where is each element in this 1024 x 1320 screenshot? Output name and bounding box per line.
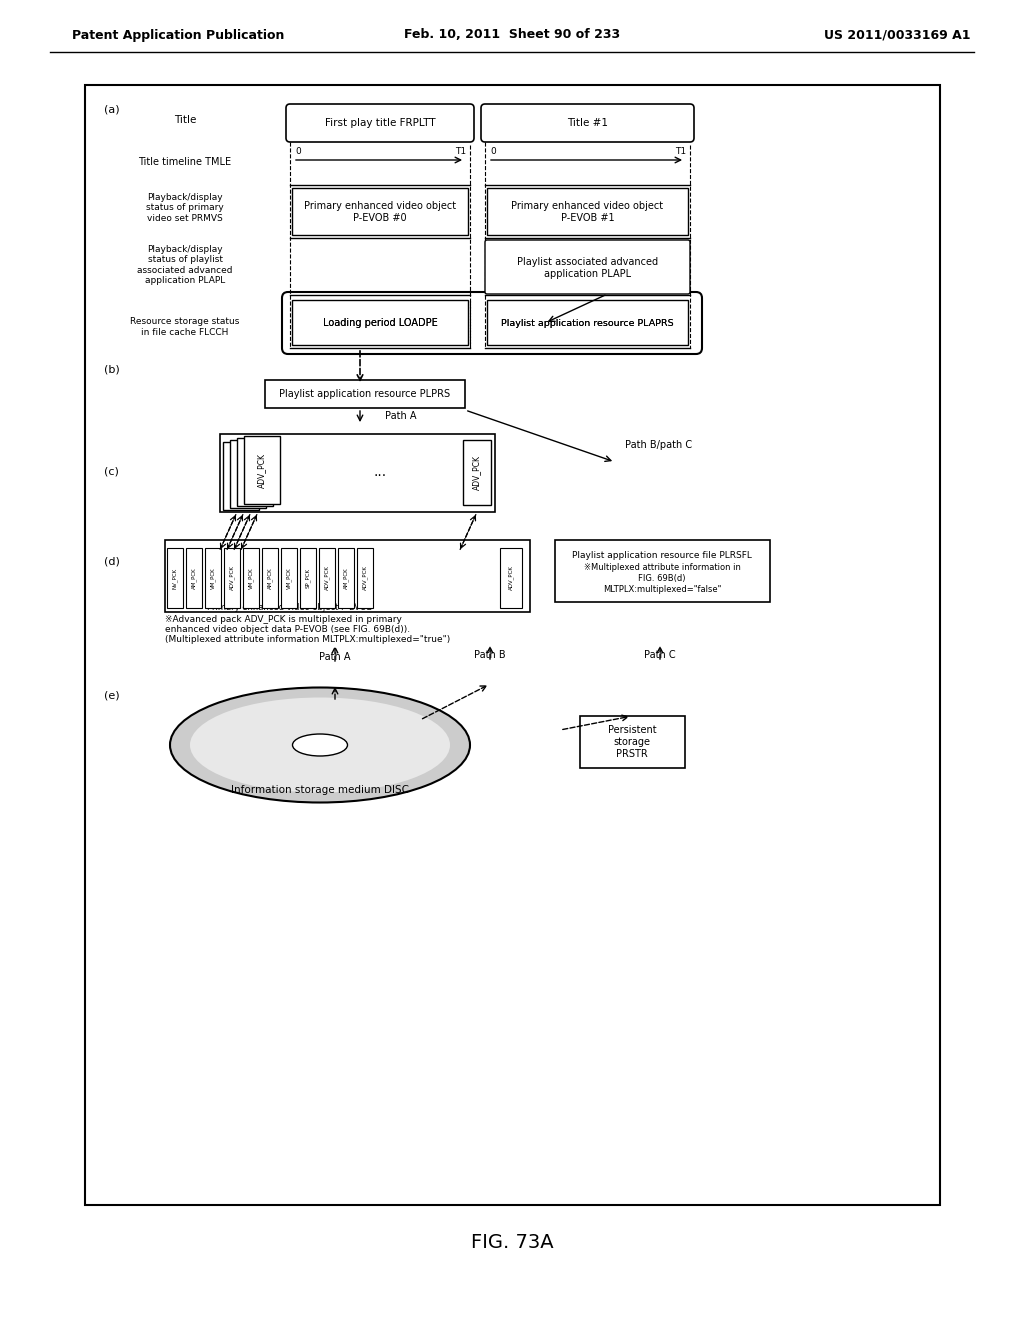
Bar xyxy=(338,548,354,609)
Bar xyxy=(500,548,522,609)
Text: Playlist application resource file PLRSFL: Playlist application resource file PLRSF… xyxy=(572,550,752,560)
Text: VM_PCK: VM_PCK xyxy=(210,568,216,589)
Text: Loading period LOADPE: Loading period LOADPE xyxy=(323,318,437,327)
Text: Path B/path C: Path B/path C xyxy=(625,440,692,450)
Bar xyxy=(292,187,468,235)
Text: ADV_PCK: ADV_PCK xyxy=(229,565,234,590)
Text: FIG. 69B(d): FIG. 69B(d) xyxy=(638,574,686,583)
Text: Primary enhanced video object P-EVOB: Primary enhanced video object P-EVOB xyxy=(207,603,373,612)
Bar xyxy=(244,436,280,504)
Text: Feb. 10, 2011  Sheet 90 of 233: Feb. 10, 2011 Sheet 90 of 233 xyxy=(403,29,621,41)
Text: AM_PCK: AM_PCK xyxy=(343,568,349,589)
Text: AM_PCK: AM_PCK xyxy=(191,568,197,589)
Bar xyxy=(300,548,316,609)
Text: VM_PCK: VM_PCK xyxy=(248,568,254,589)
FancyBboxPatch shape xyxy=(286,104,474,143)
Bar xyxy=(580,715,685,768)
Text: ADV_PCK: ADV_PCK xyxy=(472,454,481,490)
Text: T1: T1 xyxy=(675,148,686,157)
Bar xyxy=(167,548,183,609)
Bar xyxy=(357,548,373,609)
Text: Playlist application resource PLPRS: Playlist application resource PLPRS xyxy=(280,389,451,399)
Text: Primary enhanced video object
P-EVOB #0: Primary enhanced video object P-EVOB #0 xyxy=(304,201,456,223)
Text: Path B: Path B xyxy=(474,649,506,660)
Text: ADV_PCK: ADV_PCK xyxy=(362,565,368,590)
Text: (Multiplexed attribute information MLTPLX:multiplexed="true"): (Multiplexed attribute information MLTPL… xyxy=(165,635,451,644)
Bar xyxy=(243,548,259,609)
Bar xyxy=(223,442,259,510)
Text: Patent Application Publication: Patent Application Publication xyxy=(72,29,285,41)
Text: (a): (a) xyxy=(104,106,120,115)
Text: Primary enhanced video object
P-EVOB #1: Primary enhanced video object P-EVOB #1 xyxy=(511,201,664,223)
Text: (c): (c) xyxy=(104,467,119,477)
Text: MLTPLX:multiplexed="false": MLTPLX:multiplexed="false" xyxy=(603,586,721,594)
Text: T1: T1 xyxy=(455,148,466,157)
Ellipse shape xyxy=(293,734,347,756)
Text: First play title FRPLTT: First play title FRPLTT xyxy=(325,117,435,128)
Text: Persistent
storage
PRSTR: Persistent storage PRSTR xyxy=(607,726,656,759)
Bar xyxy=(237,438,273,506)
Bar xyxy=(281,548,297,609)
Bar xyxy=(292,300,468,345)
Text: ADV_PCK: ADV_PCK xyxy=(508,565,514,590)
Ellipse shape xyxy=(170,688,470,803)
Text: ADV_PCK: ADV_PCK xyxy=(257,453,266,487)
Bar xyxy=(186,548,202,609)
FancyBboxPatch shape xyxy=(282,292,702,354)
Text: Title timeline TMLE: Title timeline TMLE xyxy=(138,157,231,168)
Text: Title: Title xyxy=(174,115,197,125)
Text: Resource storage status
in file cache FLCCH: Resource storage status in file cache FL… xyxy=(130,317,240,337)
Bar xyxy=(165,540,530,612)
Text: AM_PCK: AM_PCK xyxy=(267,568,272,589)
Text: Loading period LOADPE: Loading period LOADPE xyxy=(323,318,437,327)
Text: NV_PCK: NV_PCK xyxy=(172,568,178,589)
Text: ※Advanced pack ADV_PCK is multiplexed in primary: ※Advanced pack ADV_PCK is multiplexed in… xyxy=(165,615,401,624)
Text: (b): (b) xyxy=(104,366,120,375)
Bar xyxy=(319,548,335,609)
Text: (e): (e) xyxy=(104,690,120,700)
Bar xyxy=(205,548,221,609)
Bar xyxy=(487,300,688,345)
Text: FIG. 73A: FIG. 73A xyxy=(471,1233,553,1251)
Bar xyxy=(487,187,688,235)
Text: ...: ... xyxy=(374,465,387,479)
Text: SP_PCK: SP_PCK xyxy=(305,568,311,587)
Text: Path A: Path A xyxy=(385,411,417,421)
Bar xyxy=(463,440,490,506)
Text: Playback/display
status of playlist
associated advanced
application PLAPL: Playback/display status of playlist asso… xyxy=(137,246,232,285)
Text: VM_PCK: VM_PCK xyxy=(286,568,292,589)
Ellipse shape xyxy=(190,697,450,792)
Bar xyxy=(224,548,240,609)
FancyBboxPatch shape xyxy=(481,104,694,143)
Bar xyxy=(230,440,266,508)
Text: ADV_PCK: ADV_PCK xyxy=(244,457,253,491)
Text: ADV_PCK: ADV_PCK xyxy=(251,454,259,490)
Text: (d): (d) xyxy=(104,557,120,568)
Text: US 2011/0033169 A1: US 2011/0033169 A1 xyxy=(823,29,970,41)
Bar xyxy=(85,84,940,1205)
Bar xyxy=(262,548,278,609)
Text: Playlist associated advanced
application PLAPL: Playlist associated advanced application… xyxy=(517,257,658,279)
Text: ADV_PCK: ADV_PCK xyxy=(325,565,330,590)
Text: enhanced video object data P-EVOB (see FIG. 69B(d)).: enhanced video object data P-EVOB (see F… xyxy=(165,626,411,635)
Text: Path A: Path A xyxy=(319,652,351,663)
FancyBboxPatch shape xyxy=(485,240,690,294)
Text: ADV_PCK: ADV_PCK xyxy=(237,458,246,494)
Bar xyxy=(555,540,770,602)
Text: Information storage medium DISC: Information storage medium DISC xyxy=(231,785,409,795)
Text: Playlist application resource PLAPRS: Playlist application resource PLAPRS xyxy=(501,318,674,327)
Bar xyxy=(220,434,495,512)
Text: ...: ... xyxy=(324,595,337,609)
Bar xyxy=(265,380,465,408)
Text: 0: 0 xyxy=(295,148,301,157)
Text: Title #1: Title #1 xyxy=(567,117,608,128)
Text: Playback/display
status of primary
video set PRMVS: Playback/display status of primary video… xyxy=(146,193,224,223)
Text: Path C: Path C xyxy=(644,649,676,660)
Text: ※Multiplexed attribute information in: ※Multiplexed attribute information in xyxy=(584,564,740,573)
Text: Playlist application resource PLAPRS: Playlist application resource PLAPRS xyxy=(501,318,674,327)
Text: 0: 0 xyxy=(490,148,496,157)
